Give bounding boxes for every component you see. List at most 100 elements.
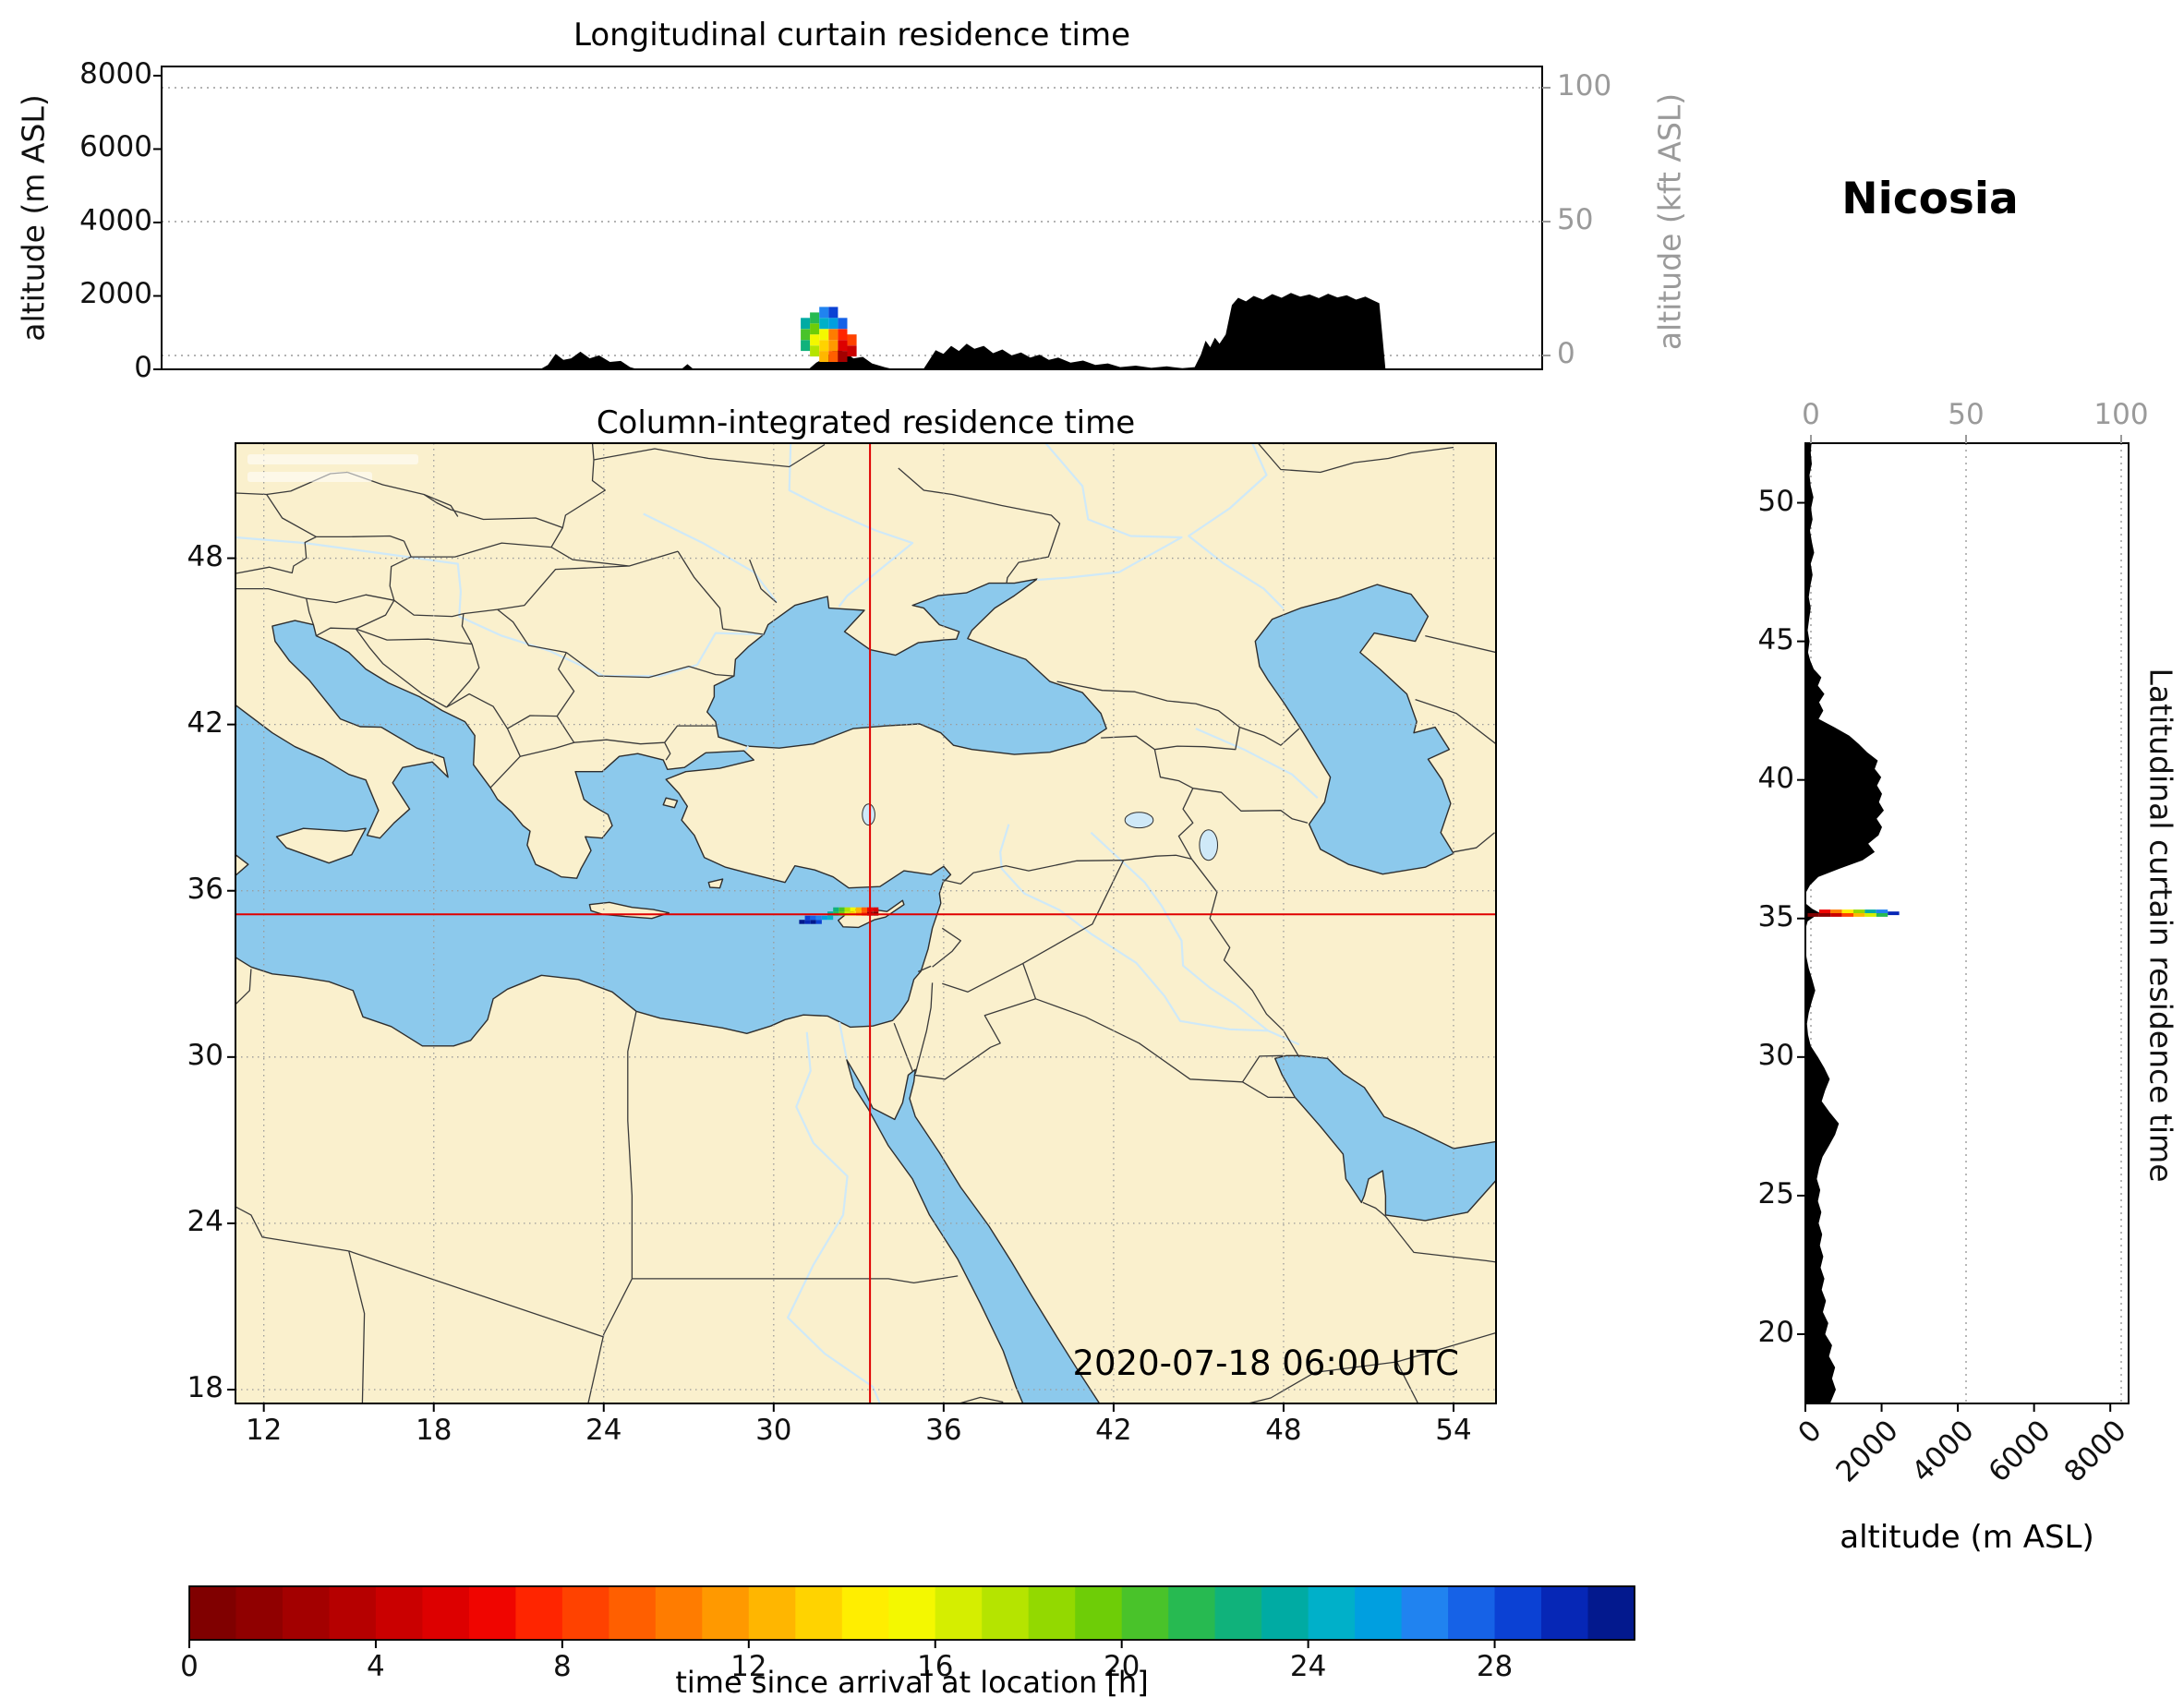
map-layer: [235, 443, 1496, 1403]
country-border: [1453, 832, 1495, 853]
lat-terrain-silhouette: [1805, 443, 1884, 1403]
top-ylabel-right: altitude (kft ASL): [1651, 92, 1688, 351]
top-plume-cell: [828, 318, 839, 330]
colorbar-segment: [1401, 1586, 1449, 1640]
country-border: [664, 741, 671, 761]
country-border: [348, 1250, 605, 1338]
top-plume-cell: [819, 351, 829, 362]
river: [1188, 443, 1285, 609]
colorbar-segment: [1541, 1586, 1589, 1640]
lat-ytick: 30: [1757, 1038, 1794, 1072]
map-timestamp: 2020-07-18 06:00 UTC: [1072, 1343, 1459, 1383]
country-border: [411, 493, 563, 558]
country-border: [1415, 698, 1496, 745]
colorbar-segment: [702, 1586, 750, 1640]
top-plume-cell: [801, 329, 811, 341]
map-xtick: 24: [585, 1414, 622, 1447]
lat-plume-cell: [1807, 913, 1819, 917]
colorbar-tick: 16: [917, 1650, 954, 1683]
lake: [1199, 829, 1218, 861]
country-border: [561, 443, 606, 528]
colorbar-segment: [795, 1586, 843, 1640]
map-frame: [235, 442, 1497, 1404]
colorbar-segment: [1168, 1586, 1216, 1640]
country-border: [932, 927, 961, 968]
top-plume-cell: [847, 334, 857, 346]
lat-plume-cell: [1818, 909, 1831, 913]
map-xtick: 18: [415, 1414, 452, 1447]
lat-plume-cell: [1876, 913, 1888, 917]
colorbar-segment: [375, 1586, 424, 1640]
river: [744, 745, 750, 752]
river: [787, 1031, 881, 1403]
country-border: [1192, 788, 1309, 824]
colorbar-tick: 24: [1289, 1650, 1327, 1683]
country-border: [1101, 735, 1155, 751]
country-border: [235, 536, 317, 574]
river: [235, 536, 765, 678]
map-panel-title: Column-integrated residence time: [596, 404, 1136, 441]
river: [1195, 728, 1319, 800]
river: [1037, 443, 1183, 582]
top-ytick-m: 6000: [79, 130, 152, 164]
country-border: [1035, 998, 1243, 1083]
top-ytick-kft: 50: [1557, 203, 1594, 236]
top-ylabel-left: altitude (m ASL): [15, 94, 52, 342]
country-border: [1022, 963, 1037, 1000]
country-border: [898, 467, 1061, 584]
river: [788, 443, 914, 608]
top-ytick-m: 0: [134, 351, 152, 384]
map-ytick: 24: [187, 1204, 223, 1238]
map-watermark-line2: [247, 472, 372, 482]
country-border: [1154, 727, 1241, 751]
country-border: [917, 965, 932, 972]
colorbar-segment: [189, 1586, 237, 1640]
colorbar-segment: [982, 1586, 1030, 1640]
lat-ytick: 20: [1757, 1315, 1794, 1349]
longitudinal-panel-title: Longitudinal curtain residence time: [573, 17, 1131, 54]
country-border: [389, 556, 412, 601]
map-xtick: 30: [755, 1414, 792, 1447]
country-border: [749, 559, 778, 604]
map-xtick: 36: [925, 1414, 962, 1447]
lat-panel-xlabel: altitude (m ASL): [1840, 1519, 2094, 1556]
lat-xtick-kft: 50: [1948, 398, 1985, 431]
lake: [862, 803, 875, 826]
top-plume-cell: [810, 312, 820, 324]
top-plume-cell: [819, 318, 829, 330]
country-border: [959, 1396, 1004, 1403]
country-border: [393, 599, 465, 618]
country-border: [1362, 1201, 1496, 1263]
map-xtick: 54: [1435, 1414, 1472, 1447]
country-border: [1190, 858, 1300, 1058]
top-plume-cell: [838, 329, 848, 341]
top-plume-cell: [810, 334, 820, 346]
top-ytick-m: 4000: [79, 203, 152, 237]
lat-ytick: 35: [1757, 899, 1794, 933]
country-border: [632, 1275, 959, 1284]
lat-plume-cell: [1841, 913, 1853, 917]
colorbar-segment: [1261, 1586, 1309, 1640]
colorbar-tick: 4: [367, 1650, 385, 1683]
colorbar-segment: [468, 1586, 517, 1640]
lat-ytick: 25: [1757, 1176, 1794, 1210]
sea-polygon: [1254, 584, 1454, 875]
top-ytick-kft: 0: [1557, 337, 1575, 370]
map-plume-cell: [873, 907, 879, 912]
colorbar-label: time since arrival at location [h]: [675, 1665, 1149, 1698]
top-ytick-m: 8000: [79, 56, 152, 90]
top-plume-cell: [819, 307, 829, 319]
map-plume-cell: [850, 907, 856, 912]
colorbar-segment: [515, 1586, 563, 1640]
country-border: [556, 652, 575, 717]
colorbar-segment: [329, 1586, 377, 1640]
country-border: [1396, 1361, 1419, 1403]
country-border: [1257, 443, 1454, 474]
colorbar-tick: 0: [180, 1650, 199, 1683]
country-border: [722, 628, 765, 635]
colorbar-segment: [609, 1586, 657, 1640]
colorbar-segment: [1494, 1586, 1542, 1640]
colorbar-segment: [1214, 1586, 1262, 1640]
